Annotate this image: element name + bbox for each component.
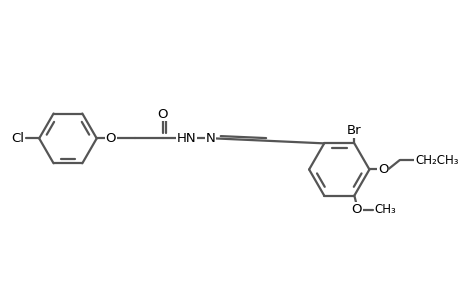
Text: HN: HN [176, 132, 196, 145]
Text: O: O [351, 203, 361, 216]
Text: O: O [377, 163, 388, 176]
Text: Br: Br [346, 124, 361, 137]
Text: CH₃: CH₃ [374, 203, 396, 216]
Text: Cl: Cl [11, 132, 24, 145]
Text: O: O [105, 132, 116, 145]
Text: O: O [157, 108, 168, 121]
Text: CH₂CH₃: CH₂CH₃ [414, 154, 458, 167]
Text: N: N [206, 132, 215, 145]
